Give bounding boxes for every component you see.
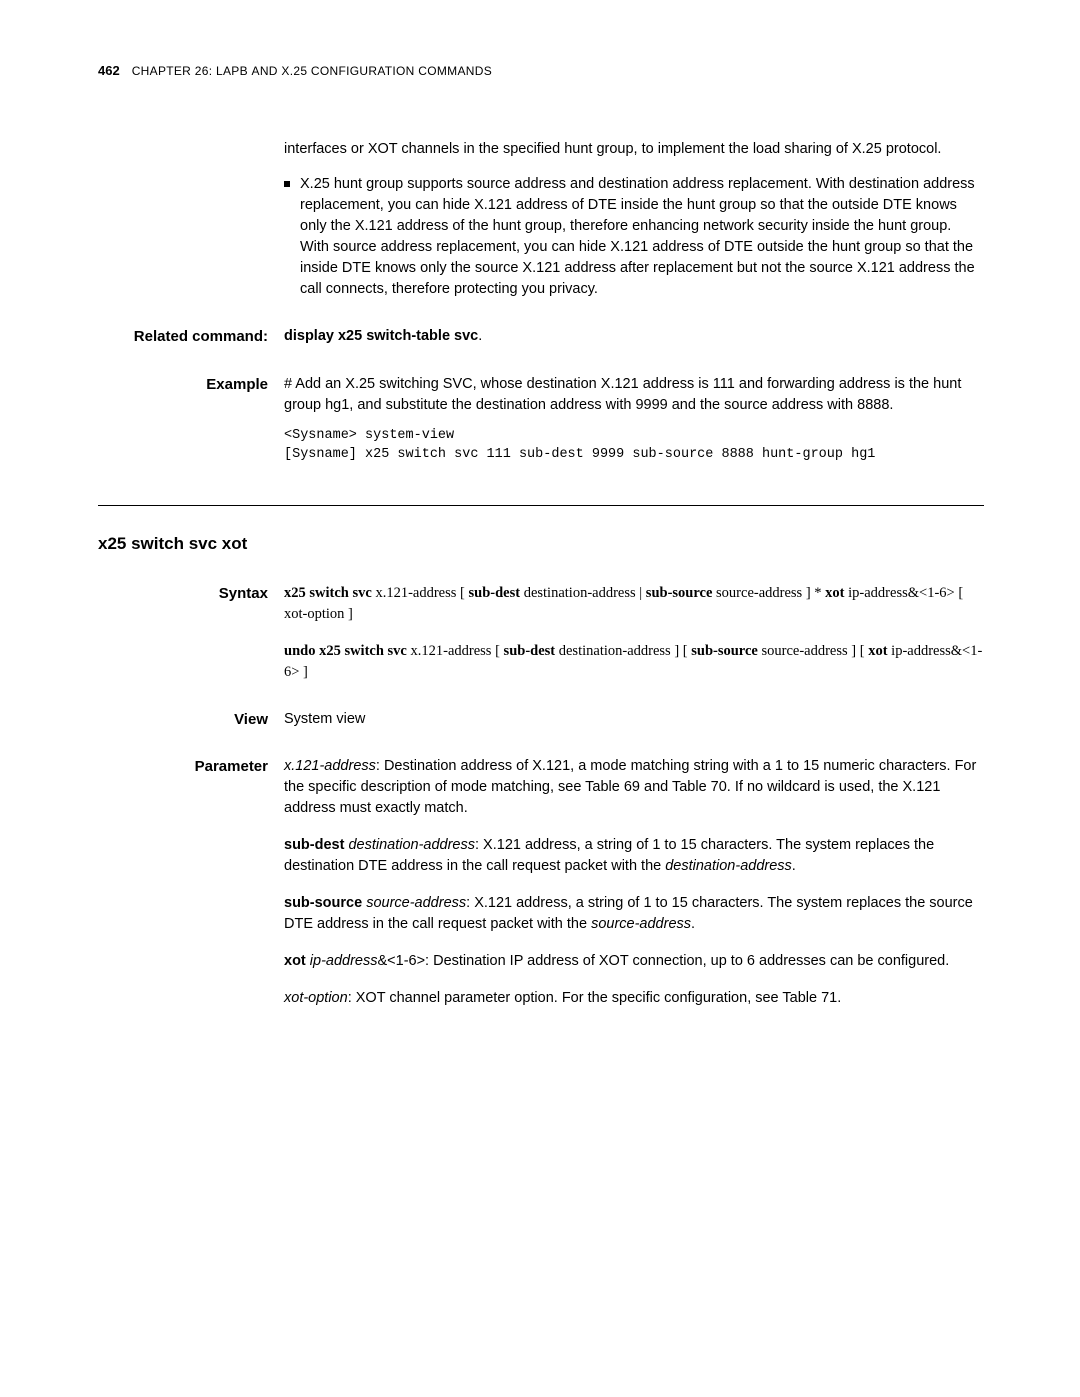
chapter-title: CHAPTER 26: LAPB AND X.25 CONFIGURATION … — [132, 63, 492, 80]
view-label: View — [98, 709, 284, 731]
bullet-text: X.25 hunt group supports source address … — [300, 174, 984, 300]
related-command-label: Related command: — [98, 326, 284, 348]
page-number: 462 — [98, 62, 120, 81]
view-body: System view — [284, 709, 984, 730]
param-4: xot ip-address&<1-6>: Destination IP add… — [284, 951, 984, 972]
syntax-line1: x25 switch svc x.121-address [ sub-dest … — [284, 583, 984, 625]
parameter-label: Parameter — [98, 756, 284, 778]
example-label: Example — [98, 374, 284, 396]
section-title: x25 switch svc xot — [98, 532, 984, 557]
example-body: # Add an X.25 switching SVC, whose desti… — [284, 374, 984, 465]
param-5: xot-option: XOT channel parameter option… — [284, 988, 984, 1009]
bullet-item: X.25 hunt group supports source address … — [284, 174, 984, 300]
section-rule — [98, 505, 984, 506]
param-2: sub-dest destination-address: X.121 addr… — [284, 835, 984, 877]
example-code: <Sysname> system-view [Sysname] x25 swit… — [284, 426, 984, 465]
related-command-row: Related command: display x25 switch-tabl… — [98, 326, 984, 348]
param-1: x.121-address: Destination address of X.… — [284, 756, 984, 819]
syntax-label: Syntax — [98, 583, 284, 605]
syntax-undo: undo x25 switch svc x.121-address [ sub-… — [284, 641, 984, 683]
example-row: Example # Add an X.25 switching SVC, who… — [98, 374, 984, 465]
page-header: 462 CHAPTER 26: LAPB AND X.25 CONFIGURAT… — [98, 62, 984, 81]
square-bullet-icon — [284, 181, 290, 187]
parameter-body: x.121-address: Destination address of X.… — [284, 756, 984, 1009]
parameter-row: Parameter x.121-address: Destination add… — [98, 756, 984, 1009]
continuation-text: interfaces or XOT channels in the specif… — [284, 139, 984, 160]
syntax-row: Syntax x25 switch svc x.121-address [ su… — [98, 583, 984, 683]
view-row: View System view — [98, 709, 984, 731]
related-command-body: display x25 switch-table svc. — [284, 326, 984, 347]
intro-continuation-block: interfaces or XOT channels in the specif… — [284, 139, 984, 300]
param-3: sub-source source-address: X.121 address… — [284, 893, 984, 935]
syntax-body: x25 switch svc x.121-address [ sub-dest … — [284, 583, 984, 683]
example-text: # Add an X.25 switching SVC, whose desti… — [284, 374, 984, 416]
